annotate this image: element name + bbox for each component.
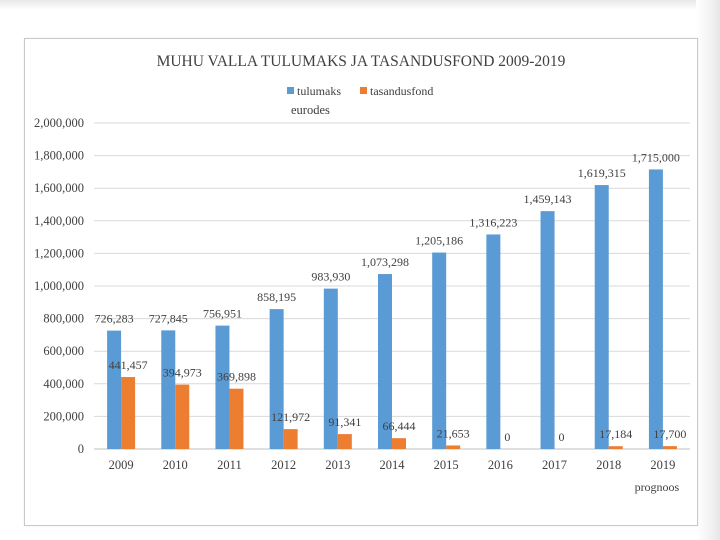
bar-tulumaks-2013 xyxy=(323,288,338,449)
x-tick-label: 2019 xyxy=(650,458,675,472)
data-label-tasandusfond: 21,653 xyxy=(437,426,470,440)
bar-tulumaks-2011 xyxy=(215,325,230,449)
data-label-tasandusfond: 121,972 xyxy=(271,410,310,424)
x-tick-label: 2017 xyxy=(542,458,567,472)
unit-label: eurodes xyxy=(291,103,330,117)
y-tick-label: 400,000 xyxy=(43,377,84,391)
bar-tulumaks-2016 xyxy=(486,234,501,449)
data-label-tulumaks: 983,930 xyxy=(311,270,350,284)
legend-swatch-tasandusfond xyxy=(360,87,367,94)
bar-tulumaks-2018 xyxy=(594,185,609,450)
x-tick-label: 2010 xyxy=(163,458,188,472)
bar-tulumaks-2014 xyxy=(378,274,392,449)
bar-tasandusfond-2010 xyxy=(175,384,190,449)
slide-top-shadow xyxy=(0,0,720,10)
data-label-tasandusfond: 91,341 xyxy=(328,415,361,429)
y-tick-label: 800,000 xyxy=(43,312,84,326)
data-label-tulumaks: 1,619,315 xyxy=(578,166,626,180)
y-tick-label: 1,800,000 xyxy=(34,149,84,163)
data-label-tulumaks: 726,283 xyxy=(95,312,134,326)
data-label-tulumaks: 858,195 xyxy=(257,290,296,304)
chart-frame xyxy=(24,38,698,526)
bar-tulumaks-2019 xyxy=(648,169,663,449)
data-labels: 726,283 441,457 727,845 394,973 756,951 369,8… xyxy=(95,150,687,444)
y-tick-label: 1,200,000 xyxy=(34,246,84,260)
bar-tasandusfond-2019 xyxy=(662,446,677,449)
bar-tasandusfond-2018 xyxy=(608,446,623,449)
x-tick-label: 2011 xyxy=(217,458,242,472)
slide-right-shadow xyxy=(696,0,720,540)
y-tick-label: 2,000,000 xyxy=(34,116,84,130)
data-label-tasandusfond: 369,898 xyxy=(217,370,256,384)
data-label-tulumaks: 1,316,223 xyxy=(469,215,517,229)
bar-tulumaks-2015 xyxy=(432,252,447,449)
legend-swatch-tulumaks xyxy=(287,87,294,94)
data-label-tasandusfond: 17,184 xyxy=(599,427,632,441)
x-tick-label: 2012 xyxy=(271,458,296,472)
data-label-tulumaks: 1,073,298 xyxy=(361,255,409,269)
y-tick-label: 1,400,000 xyxy=(34,214,84,228)
data-label-tulumaks: 756,951 xyxy=(203,307,242,321)
bar-tasandusfond-2015 xyxy=(446,445,461,449)
bar-tulumaks-2012 xyxy=(269,309,284,449)
bar-tulumaks-2009 xyxy=(107,330,122,449)
data-label-tulumaks: 727,845 xyxy=(149,311,188,325)
y-axis: 0 200,000 400,000 600,000 800,000 1,000,000 1,… xyxy=(34,116,84,456)
x-tick-label: 2018 xyxy=(596,458,621,472)
data-label-tulumaks: 1,205,186 xyxy=(415,234,463,248)
data-label-tasandusfond: 441,457 xyxy=(109,358,148,372)
data-label-tasandusfond: 66,444 xyxy=(383,419,416,433)
legend-label-tasandusfond: tasandusfond xyxy=(370,84,433,98)
bar-tasandusfond-2011 xyxy=(229,388,244,449)
bar-tasandusfond-2009 xyxy=(121,377,136,449)
y-tick-label: 1,600,000 xyxy=(34,181,84,195)
data-label-tulumaks: 1,715,000 xyxy=(632,150,680,164)
chart-title: MUHU VALLA TULUMAKS JA TASANDUSFOND 2009… xyxy=(157,53,566,70)
y-tick-label: 600,000 xyxy=(43,344,84,358)
bars xyxy=(107,169,677,450)
x-axis: 2009 2010 2011 2012 2013 2014 2015 2016 2017 2018… xyxy=(109,458,680,494)
legend: tulumaks tasandusfond xyxy=(287,84,433,98)
legend-label-tulumaks: tulumaks xyxy=(297,84,341,98)
bar-tasandusfond-2013 xyxy=(337,434,352,449)
x-tick-sublabel: prognoos xyxy=(635,480,680,494)
y-tick-label: 0 xyxy=(78,442,84,456)
y-tick-label: 200,000 xyxy=(43,409,84,423)
data-label-tasandusfond: 17,700 xyxy=(653,427,686,441)
x-tick-label: 2015 xyxy=(434,458,459,472)
x-tick-label: 2009 xyxy=(109,458,134,472)
data-label-tasandusfond: 394,973 xyxy=(163,366,202,380)
x-tick-label: 2013 xyxy=(325,458,350,472)
x-tick-label: 2014 xyxy=(380,458,406,472)
bar-tulumaks-2017 xyxy=(540,211,555,449)
bar-tasandusfond-2014 xyxy=(392,438,406,449)
data-label-tulumaks: 1,459,143 xyxy=(524,192,572,206)
data-label-tasandusfond: 0 xyxy=(559,430,565,444)
y-tick-label: 1,000,000 xyxy=(34,279,84,293)
x-tick-label: 2016 xyxy=(488,458,513,472)
bar-tasandusfond-2012 xyxy=(283,429,298,449)
bar-tulumaks-2010 xyxy=(161,330,176,449)
data-label-tasandusfond: 0 xyxy=(504,430,510,444)
